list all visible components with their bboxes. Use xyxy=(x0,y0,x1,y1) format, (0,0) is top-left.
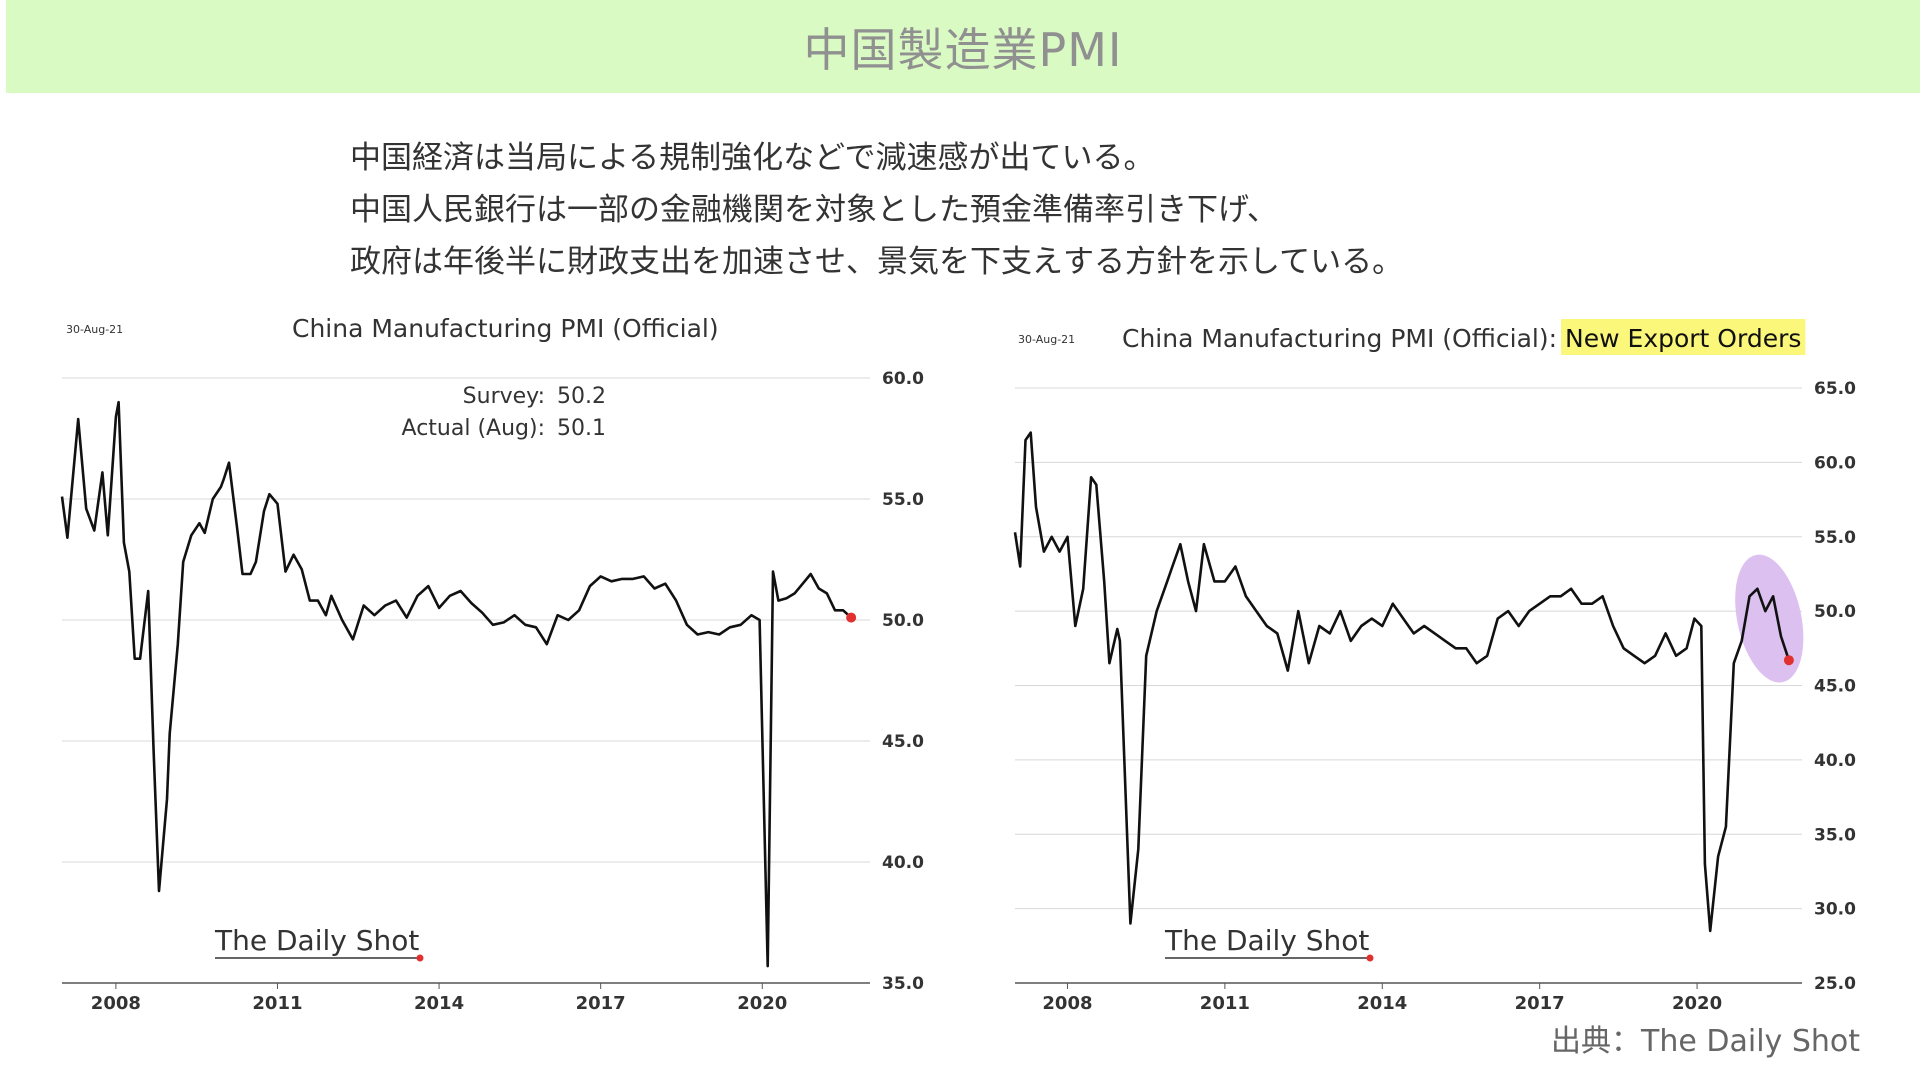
y-tick-label: 50.0 xyxy=(1814,602,1856,622)
series-line xyxy=(1013,431,1791,933)
chart-title: China Manufacturing PMI (Official) xyxy=(292,314,719,343)
summary-line: 政府は年後半に財政支出を加速させ、景気を下支えする方針を示している。 xyxy=(350,244,1404,280)
export-orders-chart-svg: 25.0 30.0 35.0 40.0 45.0 50.0 55.0 60.0 65.0 2008… xyxy=(1013,319,1856,1014)
highlight-ellipse xyxy=(1735,554,1804,683)
y-tick-label: 55.0 xyxy=(1814,528,1856,548)
date-label: 30-Aug-21 xyxy=(1018,333,1075,346)
y-tick-label: 45.0 xyxy=(882,732,924,752)
y-tick-label: 45.0 xyxy=(1814,677,1856,697)
x-tick-label: 2011 xyxy=(252,993,302,1014)
slide-title: 中国製造業PMI xyxy=(803,22,1123,77)
y-tick-label: 35.0 xyxy=(882,974,924,994)
y-tick-label: 60.0 xyxy=(1814,453,1856,473)
watermark-logo: The Daily Shot xyxy=(214,924,419,957)
last-point-marker xyxy=(846,612,857,623)
y-tick-label: 25.0 xyxy=(1814,974,1856,994)
source-credit: 出典：The Daily Shot xyxy=(1551,1024,1860,1059)
x-tick-label: 2017 xyxy=(1515,993,1565,1014)
x-tick-label: 2020 xyxy=(1672,993,1722,1014)
y-tick-label: 40.0 xyxy=(882,853,924,873)
x-tick-label: 2011 xyxy=(1200,993,1250,1014)
y-tick-label: 30.0 xyxy=(1814,900,1856,920)
annotation-value: 50.1 xyxy=(557,416,606,441)
export-orders-chart: 25.0 30.0 35.0 40.0 45.0 50.0 55.0 60.0 65.0 2008… xyxy=(990,300,1890,1020)
date-label: 30-Aug-21 xyxy=(66,323,123,336)
y-tick-label: 55.0 xyxy=(882,490,924,510)
summary-text: 中国経済は当局による規制強化などで減速感が出ている。 中国人民銀行は一部の金融機… xyxy=(350,132,1750,288)
x-tick-label: 2014 xyxy=(1357,993,1407,1014)
x-tick-label: 2008 xyxy=(91,993,141,1014)
pmi-chart: 35.0 40.0 45.0 50.0 55.0 60.0 2008 2011 2014 2017… xyxy=(40,300,940,1020)
title-bar: 中国製造業PMI xyxy=(6,0,1920,93)
chart-title-highlight: New Export Orders xyxy=(1565,324,1801,353)
chart-title: China Manufacturing PMI (Official): xyxy=(1122,324,1557,353)
x-tick-label: 2017 xyxy=(576,993,626,1014)
series-line xyxy=(60,400,852,968)
watermark-logo: The Daily Shot xyxy=(1164,924,1369,957)
x-tick-label: 2008 xyxy=(1042,993,1092,1014)
y-tick-label: 65.0 xyxy=(1814,379,1856,399)
summary-line: 中国人民銀行は一部の金融機関を対象とした預金準備率引き下げ、 xyxy=(350,192,1278,228)
pmi-chart-svg: 35.0 40.0 45.0 50.0 55.0 60.0 2008 2011 2014 2017… xyxy=(60,314,924,1014)
x-tick-label: 2014 xyxy=(414,993,464,1014)
last-point-marker xyxy=(1783,655,1794,666)
y-tick-label: 60.0 xyxy=(882,369,924,389)
watermark-dot xyxy=(1366,954,1374,962)
y-tick-label: 35.0 xyxy=(1814,825,1856,845)
watermark-dot xyxy=(416,954,424,962)
y-tick-label: 50.0 xyxy=(882,611,924,631)
annotation-label: Actual (Aug): xyxy=(402,416,545,441)
y-tick-label: 40.0 xyxy=(1814,751,1856,771)
annotation-label: Survey: xyxy=(463,384,545,409)
summary-line: 中国経済は当局による規制強化などで減速感が出ている。 xyxy=(350,140,1155,176)
title-highlight-background xyxy=(1561,319,1806,355)
annotation-value: 50.2 xyxy=(557,384,606,409)
x-tick-label: 2020 xyxy=(737,993,787,1014)
